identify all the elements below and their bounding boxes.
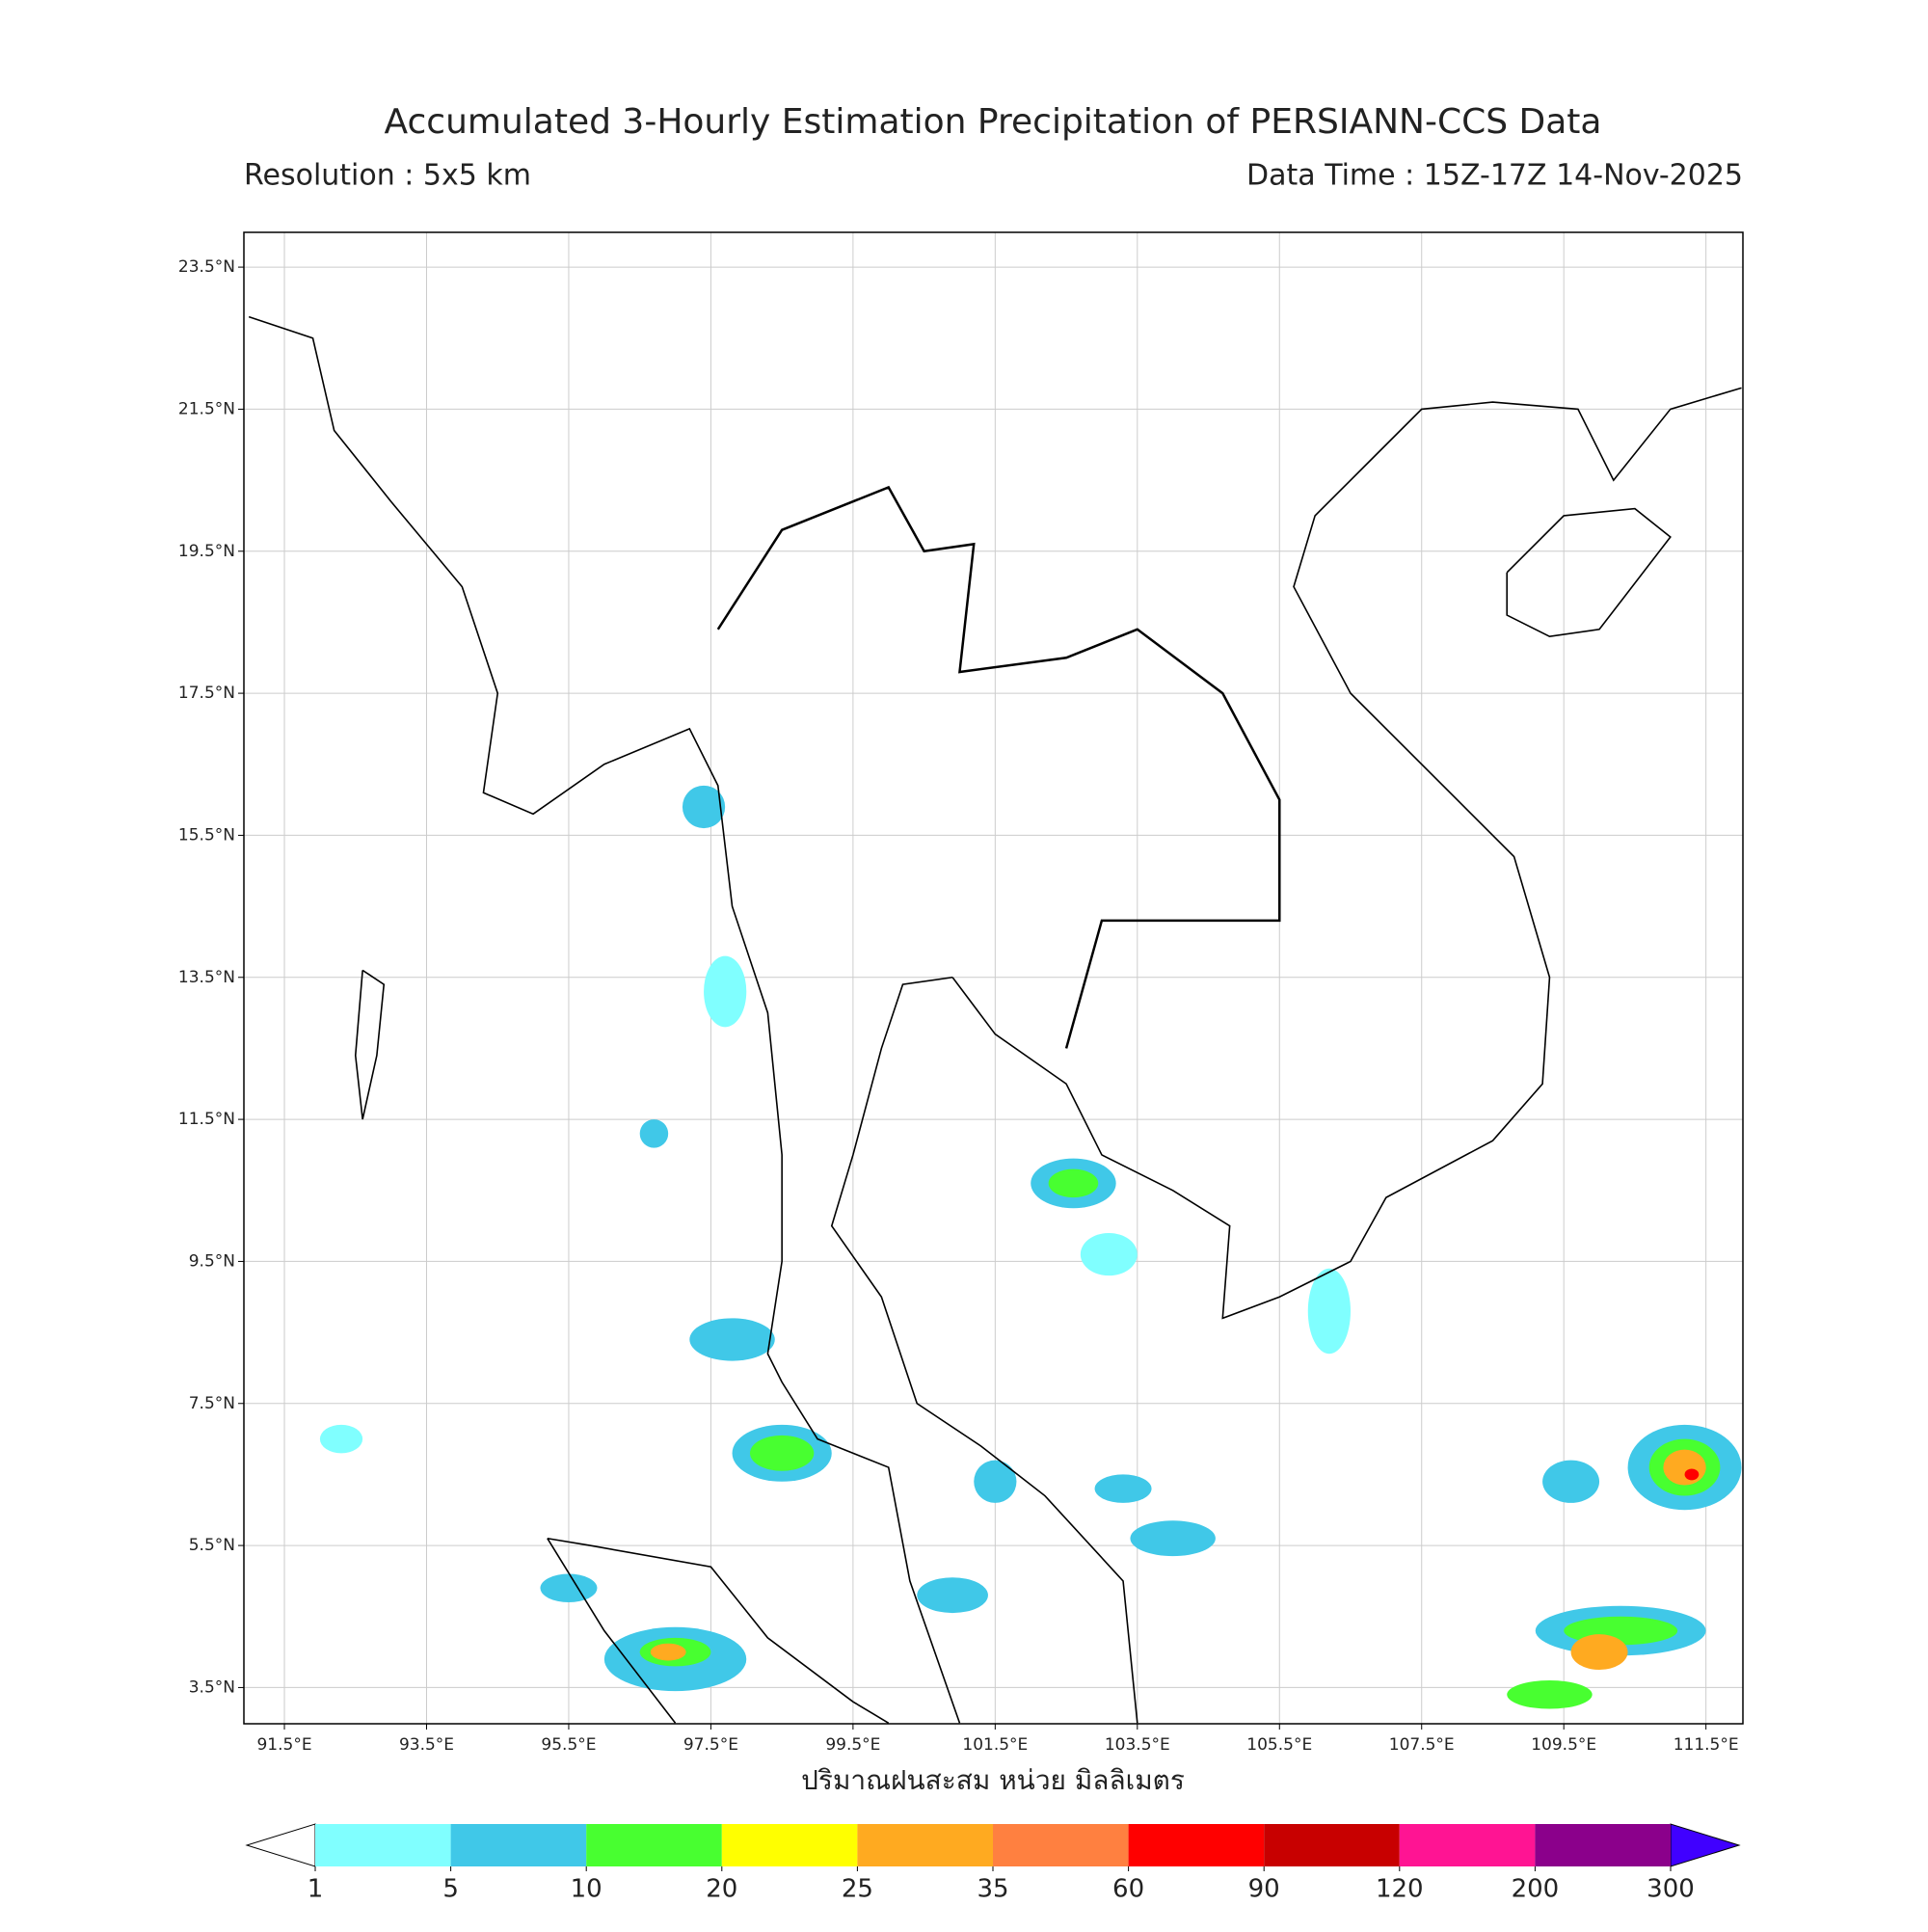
lon-tick-label: 95.5°E [541,1735,596,1755]
rain-area [1684,1468,1700,1481]
colorbar-label: 60 [1112,1875,1144,1904]
data-time: Data Time : 15Z-17Z 14-Nov-2025 [1246,159,1743,193]
colorbar-label: 20 [706,1875,737,1904]
rain-area [917,1577,988,1614]
lon-tick-label: 105.5°E [1246,1735,1312,1755]
rain-area [1048,1168,1099,1198]
colorbar-label: 5 [442,1875,459,1904]
lat-tick-label: 11.5°N [178,1110,235,1129]
colorbar-under [245,1823,316,1867]
colorbar-bin [1264,1824,1400,1866]
colorbar-label: 300 [1647,1875,1695,1904]
rain-area [319,1424,363,1454]
colorbar-label: 1 [308,1875,324,1904]
coastline [830,976,1138,1724]
lat-tick-label: 21.5°N [178,399,235,418]
colorbar-label: 10 [571,1875,602,1904]
lat-tick-label: 7.5°N [189,1394,235,1413]
colorbar-label: 90 [1248,1875,1280,1904]
colorbar-bin [721,1824,858,1866]
rain-area [1307,1268,1351,1355]
lon-tick-label: 111.5°E [1674,1735,1739,1755]
rain-area [974,1460,1017,1503]
lon-tick-label: 109.5°E [1531,1735,1596,1755]
resolution: Resolution : 5x5 km [244,159,531,193]
rain-area [639,1119,669,1148]
x-label: ปริมาณฝนสะสม หน่วย มิลลิเมตร [801,1764,1185,1796]
lat-tick-label: 15.5°N [178,825,235,845]
lat-tick-label: 19.5°N [178,542,235,561]
colorbar-bin [1535,1824,1671,1866]
title: Accumulated 3-Hourly Estimation Precipit… [385,102,1602,142]
rain-area [704,955,747,1028]
colorbar-bin [450,1824,587,1866]
lon-tick-label: 107.5°E [1389,1735,1455,1755]
map-frame [243,231,1744,1725]
coastline [547,1537,890,1724]
lon-tick-label: 103.5°E [1105,1735,1170,1755]
lon-tick-label: 101.5°E [962,1735,1028,1755]
rain-area [1542,1460,1600,1503]
rain-area [650,1643,686,1661]
coastline [547,1538,677,1724]
lat-tick-label: 17.5°N [178,684,235,703]
rain-area [682,785,726,829]
colorbar-label: 200 [1512,1875,1560,1904]
coastline [951,387,1742,1320]
lat-tick-label: 23.5°N [178,257,235,277]
rain-area [1080,1232,1138,1276]
lat-tick-label: 9.5°N [189,1251,235,1271]
colorbar-bin [857,1824,993,1866]
colorbar-label: 120 [1376,1875,1424,1904]
colorbar-bin [993,1824,1129,1866]
colorbar: 1 5 10 20 25 35 60 90 120 200 300 [245,1823,1741,1904]
lat-tick-label: 5.5°N [189,1536,235,1555]
rain-area [689,1318,775,1361]
colorbar-label: 35 [977,1875,1008,1904]
colorbar-bin [586,1824,722,1866]
rain-area [1094,1474,1152,1503]
coastline [1506,507,1672,637]
colorbar-bin [315,1824,451,1866]
rain-area [540,1573,598,1603]
border [716,485,1281,1049]
lat-tick-label: 13.5°N [178,968,235,987]
colorbar-bin [1128,1824,1265,1866]
colorbar-label: 25 [842,1875,873,1904]
rain-area [1130,1520,1216,1557]
rain-area [1507,1680,1593,1709]
rain-area [1663,1449,1706,1486]
map [244,232,1743,1724]
coastline [354,969,386,1120]
colorbar-bin [1399,1824,1536,1866]
lon-tick-label: 99.5°E [825,1735,880,1755]
colorbar-over [1670,1823,1741,1867]
lon-tick-label: 93.5°E [399,1735,454,1755]
coastline [248,315,961,1724]
lon-tick-label: 97.5°E [683,1735,738,1755]
rain-area [1570,1634,1628,1671]
lat-tick-label: 3.5°N [189,1677,235,1697]
lon-tick-label: 91.5°E [256,1735,311,1755]
rain-area [749,1435,815,1471]
